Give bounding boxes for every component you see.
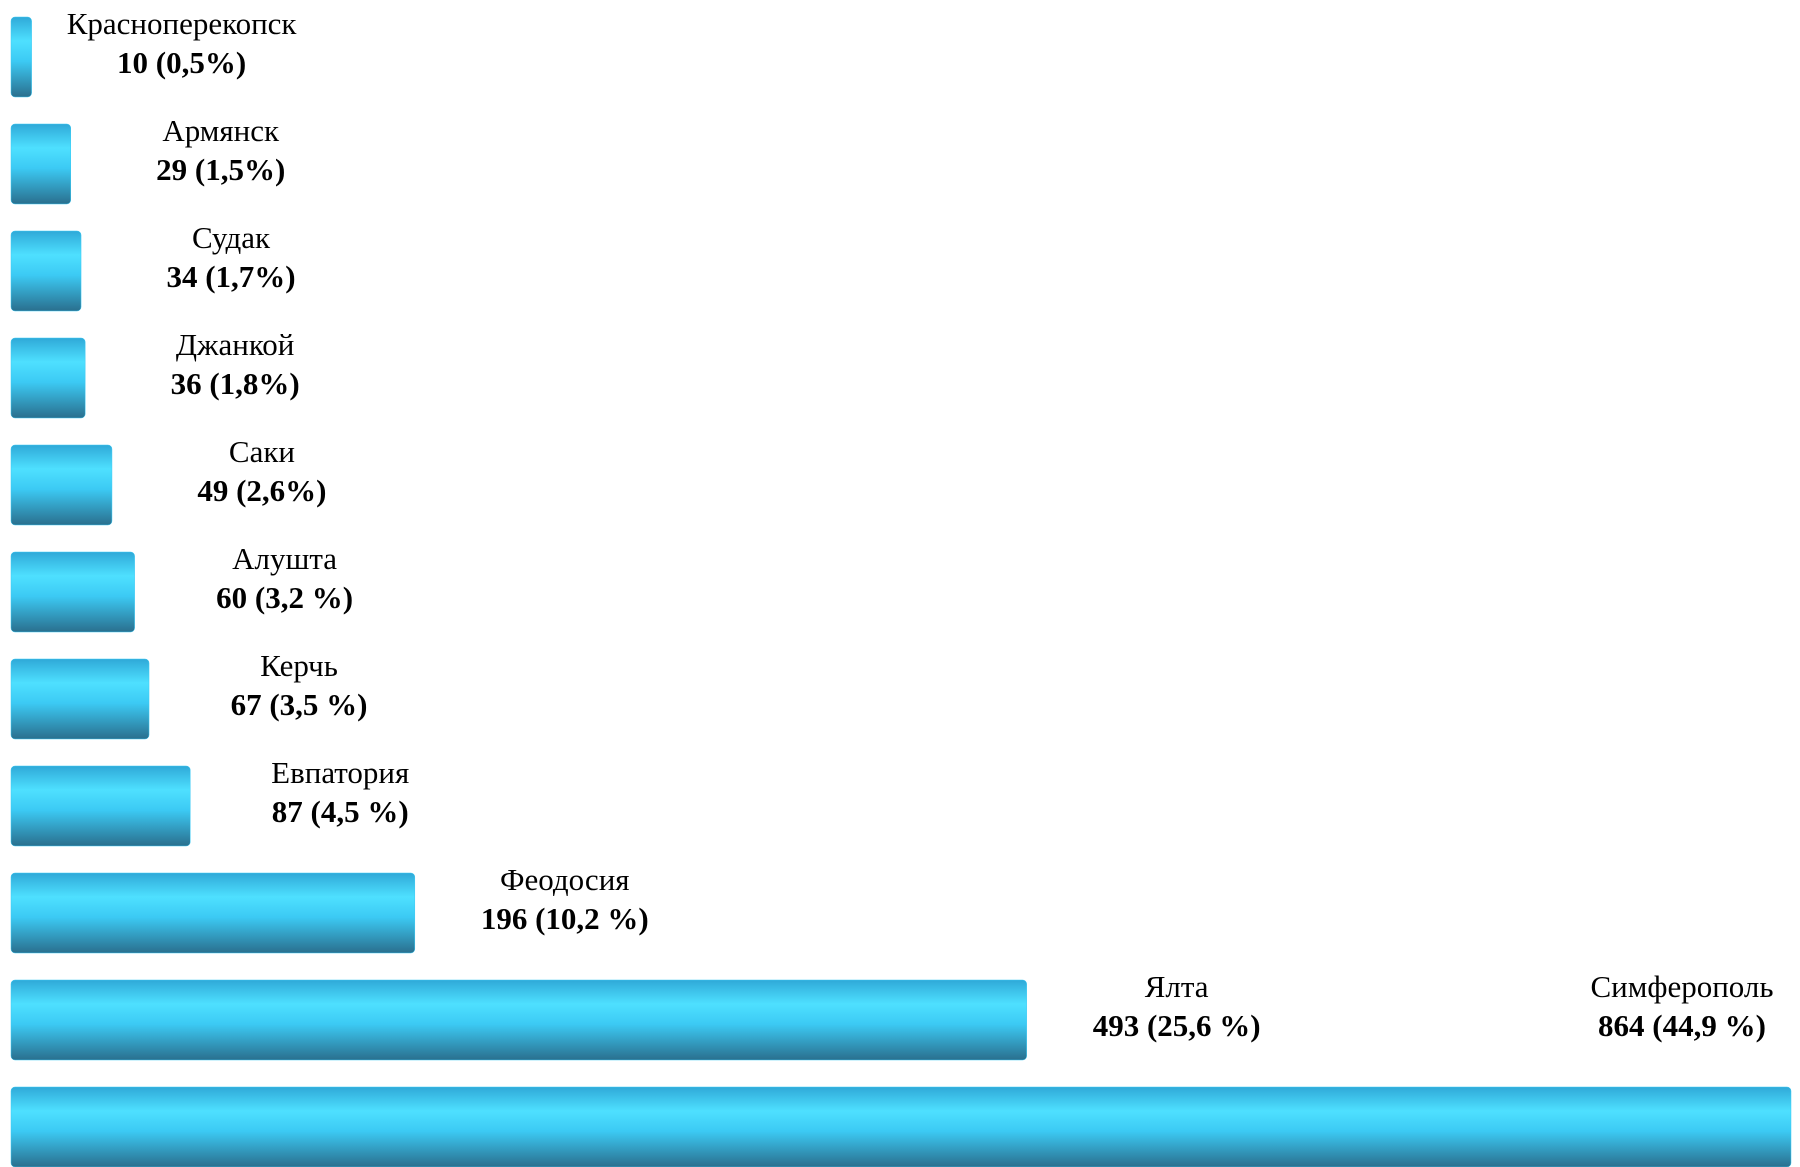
category-label: Красноперекопск: [67, 6, 298, 41]
category-label: Симферополь: [1590, 969, 1773, 1004]
bar: [10, 979, 1027, 1061]
value-label: 60 (3,2 %): [216, 580, 353, 615]
category-label: Феодосия: [500, 862, 630, 897]
category-label: Алушта: [232, 541, 337, 576]
bar: [10, 658, 150, 740]
value-label: 493 (25,6 %): [1093, 1008, 1261, 1043]
bar: [10, 123, 71, 205]
value-label: 196 (10,2 %): [481, 901, 649, 936]
value-label: 49 (2,6%): [197, 473, 326, 508]
category-label: Джанкой: [176, 327, 295, 362]
value-label: 87 (4,5 %): [272, 794, 409, 829]
category-label: Керчь: [260, 648, 338, 683]
bar: [10, 16, 32, 98]
category-label: Армянск: [162, 113, 280, 148]
value-label: 10 (0,5%): [117, 45, 246, 80]
value-label: 67 (3,5 %): [231, 687, 368, 722]
category-label: Ялта: [1145, 969, 1209, 1004]
category-label: Саки: [229, 434, 295, 469]
value-label: 36 (1,8%): [171, 366, 300, 401]
bar: [10, 551, 135, 633]
bar: [10, 1086, 1792, 1167]
value-label: 34 (1,7%): [166, 259, 295, 294]
bar: [10, 872, 416, 954]
bar: [10, 444, 113, 526]
bar: [10, 765, 191, 847]
bar: [10, 230, 82, 312]
category-label: Евпатория: [271, 755, 409, 790]
bar: [10, 337, 86, 419]
value-label: 29 (1,5%): [156, 152, 285, 187]
value-label: 864 (44,9 %): [1598, 1008, 1766, 1043]
category-label: Судак: [192, 220, 271, 255]
